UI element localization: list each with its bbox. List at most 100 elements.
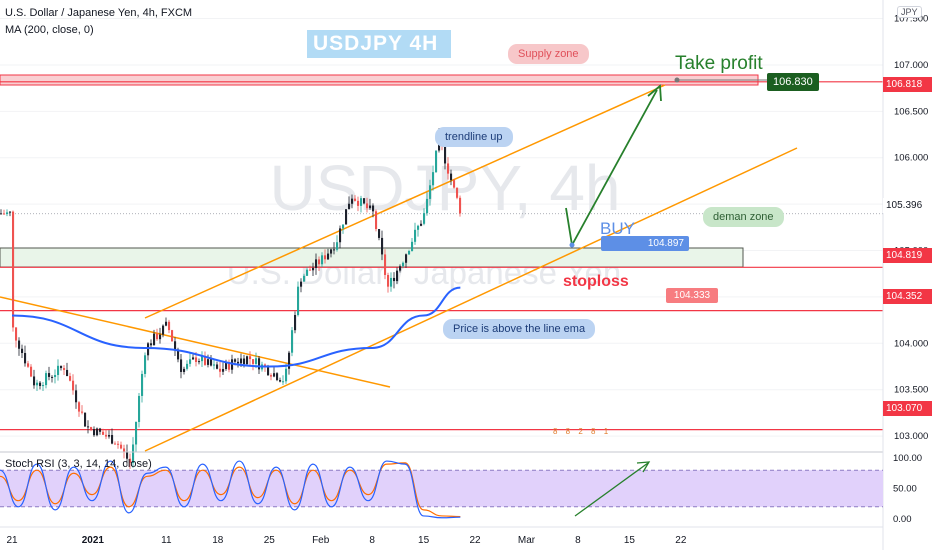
candle-body <box>72 380 75 391</box>
candle-body <box>378 229 381 238</box>
candle-body <box>165 321 168 326</box>
time-tick-label: 25 <box>264 535 276 546</box>
candle-body <box>216 364 219 369</box>
axis-tag-demand: 104.819 <box>883 248 932 263</box>
candle-body <box>174 341 177 350</box>
candle-body <box>345 209 348 225</box>
candle-body <box>180 359 183 372</box>
buy-label[interactable]: BUY <box>600 219 635 238</box>
candle-body <box>30 366 33 377</box>
events-strip[interactable]: 8 8 2 8 1 <box>553 427 612 436</box>
candle-body <box>198 361 201 363</box>
candle-body <box>159 334 162 340</box>
candle-body <box>105 434 108 437</box>
candle-body <box>171 330 174 342</box>
price-tick-label: 107.000 <box>894 60 928 71</box>
stoch-band <box>0 470 883 507</box>
candle-body <box>237 361 240 364</box>
forecast-arrows[interactable] <box>565 77 767 248</box>
time-tick-label: Feb <box>312 535 330 546</box>
candle-body <box>402 262 405 267</box>
candle-body <box>252 359 255 364</box>
stoploss-price-tag[interactable]: 104.333 <box>666 288 718 303</box>
candle-body <box>309 269 312 271</box>
candle-body <box>177 349 180 360</box>
time-tick-label: 22 <box>469 535 481 546</box>
candle-body <box>408 251 411 255</box>
candle-body <box>294 315 297 331</box>
candle-body <box>258 358 261 370</box>
candle-body <box>87 426 90 428</box>
candle-body <box>297 286 300 316</box>
channel-upper-line[interactable] <box>144 84 666 319</box>
candle-body <box>420 223 423 226</box>
candle-body <box>228 362 231 370</box>
downtrend-line[interactable] <box>0 296 391 388</box>
candle-body <box>12 211 15 328</box>
demand-zone-note[interactable]: deman zone <box>703 207 784 227</box>
time-tick-label: 8 <box>369 535 375 546</box>
candle-body <box>234 359 237 362</box>
buy-price-tag[interactable]: 104.897 <box>601 236 689 251</box>
trendlines[interactable] <box>0 84 798 452</box>
ema-note[interactable]: Price is above the line ema <box>443 319 596 339</box>
supply-zone-box[interactable] <box>0 74 759 86</box>
candle-body <box>57 365 60 376</box>
stoploss-label[interactable]: stoploss <box>563 273 629 290</box>
stoch-k-line <box>0 460 461 519</box>
take-profit-label[interactable]: Take profit <box>675 53 763 74</box>
time-axis[interactable]: 21 2021 11 18 25 Feb 8 15 22 Mar 8 15 22 <box>6 535 686 546</box>
indicator-legend[interactable]: MA (200, close, 0) <box>5 24 94 36</box>
trendline-note[interactable]: trendline up <box>435 127 513 147</box>
time-tick-label: 15 <box>624 535 636 546</box>
candle-body <box>453 180 456 188</box>
stoch-rsi-legend[interactable]: Stoch RSI (3, 3, 14, 14, close) <box>5 458 152 470</box>
candle-body <box>222 369 225 372</box>
candle-body <box>363 198 366 204</box>
candle-body <box>186 363 189 369</box>
candle-body <box>327 253 330 260</box>
axis-tag-take-profit: 106.818 <box>883 77 932 92</box>
time-tick-label: 8 <box>575 535 581 546</box>
candle-body <box>246 356 249 365</box>
price-tick-label: 106.000 <box>894 153 928 164</box>
candle-body <box>195 357 198 363</box>
time-tick-label: Mar <box>518 535 536 546</box>
candle-body <box>330 249 333 254</box>
candle-body <box>81 411 84 413</box>
candle-body <box>348 203 351 210</box>
currency-label[interactable]: JPY <box>897 6 922 18</box>
candle-body <box>417 225 420 230</box>
candle-body <box>141 373 144 396</box>
candle-body <box>405 254 408 263</box>
stoch-tick-label: 100.00 <box>893 453 922 464</box>
candle-body <box>240 358 243 364</box>
ma200-line[interactable] <box>11 286 461 368</box>
candle-body <box>459 197 462 214</box>
time-tick-label: 11 <box>161 535 172 546</box>
candle-body <box>201 355 204 362</box>
candle-body <box>93 429 96 436</box>
candle-body <box>192 357 195 360</box>
candle-body <box>111 435 114 444</box>
candle-body <box>90 427 93 430</box>
stoch-forecast-arrow[interactable] <box>574 462 649 517</box>
candle-body <box>426 198 429 214</box>
take-profit-price-tag[interactable]: 106.830 <box>767 73 819 91</box>
price-tick-label: 104.000 <box>894 338 928 349</box>
axis-tag-stoploss: 104.352 <box>883 289 932 304</box>
candle-body <box>273 373 276 377</box>
candle-body <box>102 431 105 435</box>
candle-body <box>303 275 306 282</box>
candle-body <box>189 359 192 364</box>
channel-lower-line[interactable] <box>144 147 798 452</box>
time-tick-label: 15 <box>418 535 430 546</box>
stoch-tick-label: 0.00 <box>893 514 912 525</box>
candle-body <box>39 382 42 386</box>
stoch-axis[interactable]: 100.00 50.00 0.00 <box>893 453 922 525</box>
price-tick-label: 106.500 <box>894 106 928 117</box>
supply-zone-note[interactable]: Supply zone <box>508 44 589 64</box>
candle-body <box>99 428 102 432</box>
candle-body <box>156 333 159 340</box>
